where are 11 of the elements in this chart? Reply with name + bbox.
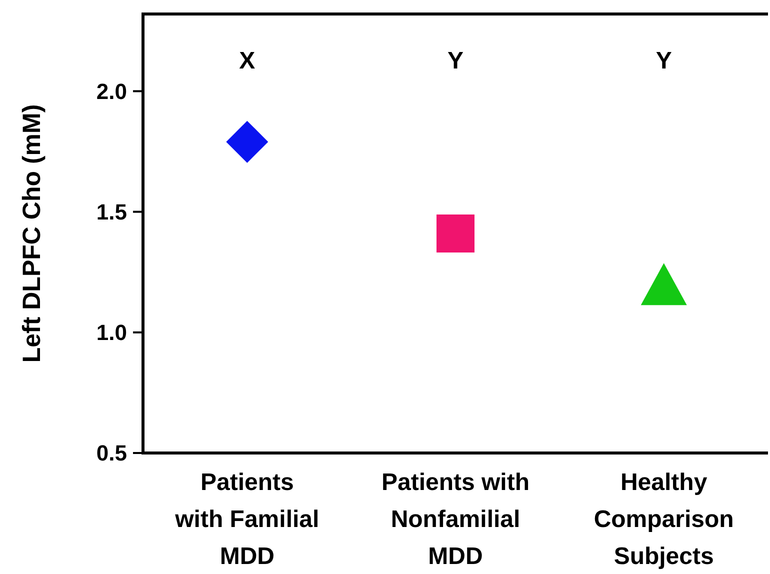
y-tick-label: 1.5: [96, 199, 127, 224]
annotation: Y: [447, 47, 464, 74]
annotation: X: [239, 47, 256, 74]
y-tick-label: 1.0: [96, 320, 127, 346]
y-tick-label: 0.5: [96, 440, 127, 466]
annotation: Y: [656, 47, 672, 74]
x-tick-label: Patients with Nonfamilial MDD: [381, 469, 530, 570]
x-tick-label: Healthy Comparison Subjects: [594, 469, 734, 570]
x-tick-label: Patients with Familial MDD: [174, 469, 320, 570]
y-tick-label: 2.0: [96, 78, 127, 104]
y-axis-title: Left DLPFC Cho (mM): [18, 104, 46, 363]
